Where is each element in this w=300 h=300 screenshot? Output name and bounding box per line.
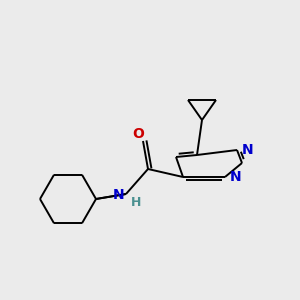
- Text: N: N: [113, 188, 125, 202]
- Text: N: N: [230, 170, 242, 184]
- Text: H: H: [131, 196, 141, 209]
- Text: N: N: [242, 143, 254, 157]
- Text: O: O: [132, 127, 144, 141]
